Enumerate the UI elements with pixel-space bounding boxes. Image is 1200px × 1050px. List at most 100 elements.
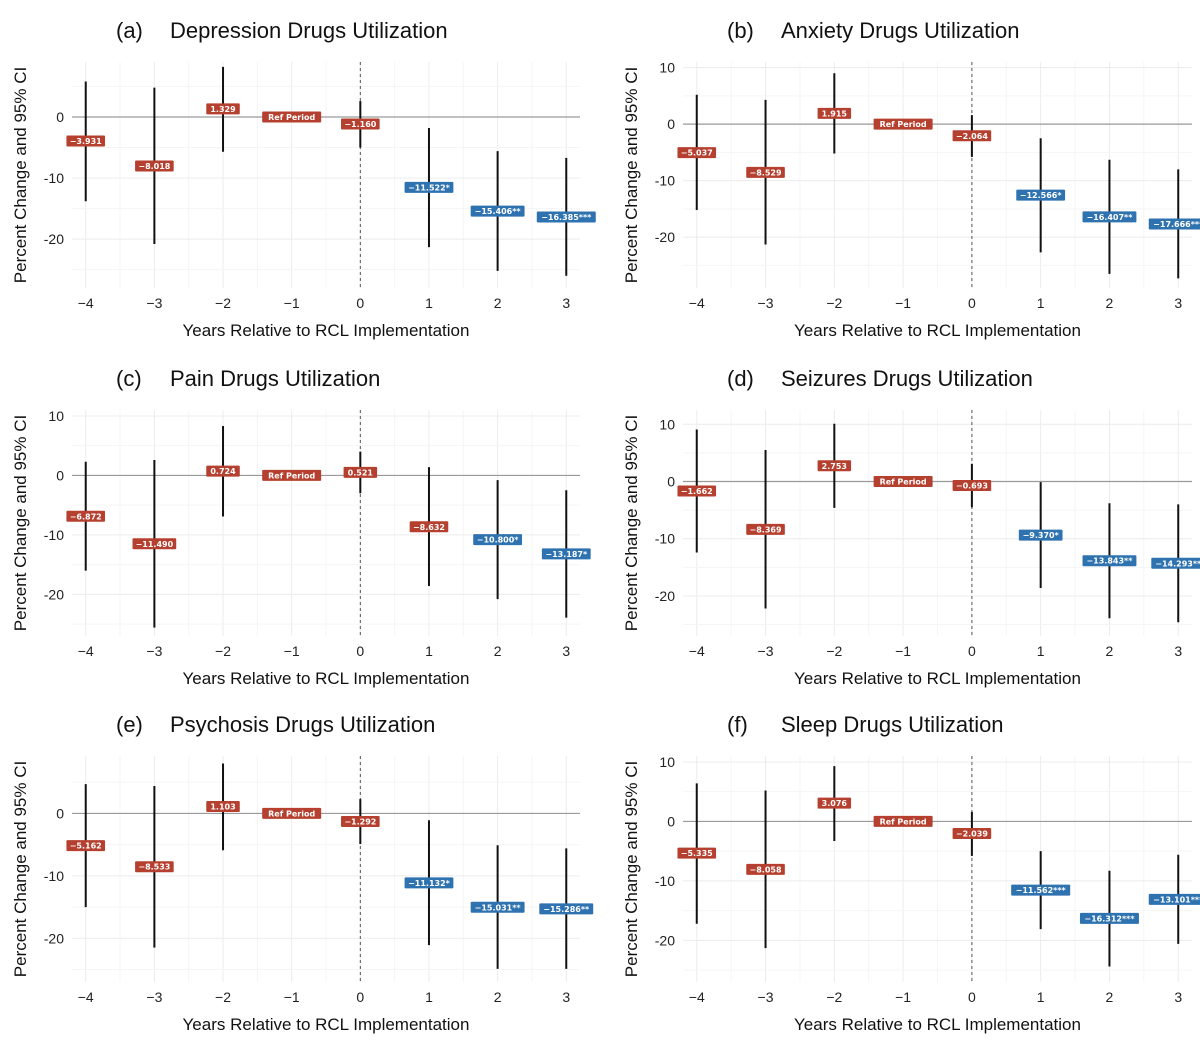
estimate-label-box [1011,884,1071,896]
x-tick-label: 0 [356,643,364,659]
x-tick-label: −4 [689,295,705,311]
estimate-label-box [343,466,378,478]
x-tick-label: 2 [1106,989,1114,1005]
panel-letter: (e) [116,712,143,737]
estimate-label: −16.385*** [541,213,592,222]
panel-letter: (b) [727,18,754,43]
x-tick-label: −1 [284,295,300,311]
estimate-label: −5.162 [70,842,102,851]
estimate-label-box [1082,555,1137,567]
estimate-label: −1.662 [681,487,713,496]
estimate-label-box [262,469,322,481]
x-tick-label: −1 [895,295,911,311]
y-tick-label: -10 [655,173,675,189]
estimate-label: −11.490 [136,540,174,549]
estimate-label-box [341,118,380,130]
y-tick-label: -20 [44,930,64,946]
estimate-label: Ref Period [268,471,315,480]
estimate-label-box [66,510,106,522]
estimate-label-box [262,807,322,819]
x-tick-label: 3 [562,989,570,1005]
x-tick-label: −4 [689,643,705,659]
y-tick-label: -20 [655,229,675,245]
estimate-label-box [206,801,240,813]
x-axis-label: Years Relative to RCL Implementation [183,1015,470,1034]
x-tick-label: 0 [968,989,976,1005]
estimate-label-box [1018,529,1063,541]
y-tick-label: 0 [667,813,675,829]
x-tick-label: −2 [826,295,842,311]
x-tick-label: −1 [284,643,300,659]
chart-panel-a: 0 -10 -20 −4 −3 −2 −1 0 1 2 3 Years Relative to RCL… [11,18,596,340]
estimate-label-box [817,460,852,472]
estimate-label: −2.039 [956,830,988,839]
estimate-label: −10.800* [477,536,520,545]
y-tick-label: 10 [659,754,675,770]
x-tick-label: −2 [215,295,231,311]
estimate-label: −5.037 [681,149,713,158]
x-tick-label: 3 [1174,643,1182,659]
estimate-label-box [746,166,785,178]
estimate-label-box [1148,218,1200,230]
estimate-label: −16.407** [1086,213,1133,222]
y-axis-label: Percent Change and 95% CI [11,761,30,977]
estimate-label: −13.843** [1086,557,1133,566]
estimate-label: 3.076 [822,799,848,808]
y-tick-label: 0 [56,467,64,483]
y-axis-label: Percent Change and 95% CI [622,761,641,977]
estimate-label: −8.632 [413,523,445,532]
y-tick-label: 0 [667,116,675,132]
panel-letter: (d) [727,366,754,391]
estimate-label-box [536,211,596,223]
chart-panel-b: 10 0 -10 -20 −4 −3 −2 −1 0 1 2 3 Years Relative to R… [622,18,1200,340]
x-axis-label: Years Relative to RCL Implementation [183,321,470,340]
estimate-label-box [541,548,591,560]
y-tick-label: -20 [655,588,675,604]
estimate-label-box [873,118,933,130]
estimate-label: −5.335 [681,849,713,858]
y-tick-label: 0 [56,109,64,125]
estimate-label-box [404,181,454,193]
estimate-label: −14.293** [1155,559,1200,568]
estimate-label: −8.529 [750,168,782,177]
estimate-label: 2.753 [822,462,847,471]
y-tick-label: 10 [48,408,64,424]
estimate-label-box [952,828,992,840]
x-tick-label: −3 [758,989,774,1005]
estimate-label-box [1079,912,1139,924]
x-tick-label: −3 [758,643,774,659]
panel-letter: (a) [116,18,143,43]
y-tick-label: -20 [655,932,675,948]
y-tick-label: -10 [655,873,675,889]
panel-letter: (f) [727,712,748,737]
x-tick-label: −4 [78,643,94,659]
y-tick-label: 0 [56,805,64,821]
x-tick-label: 3 [1174,989,1182,1005]
x-tick-label: −2 [215,643,231,659]
estimate-label: −8.018 [138,162,170,171]
estimate-label-box [817,797,852,809]
estimate-label: −1.292 [344,818,376,827]
estimate-label: −0.693 [956,481,988,490]
x-tick-label: 3 [562,643,570,659]
estimate-label-box [1082,211,1137,223]
x-tick-label: −4 [78,295,94,311]
estimate-label: −15.406** [475,207,522,216]
estimate-label: 1.103 [210,803,235,812]
estimate-label: 0.521 [348,468,374,477]
estimate-label-box [135,160,174,172]
chart-panel-f: 10 0 -10 -20 −4 −3 −2 −1 0 1 2 3 Years Relative to R… [622,712,1200,1034]
x-tick-label: 2 [1106,295,1114,311]
x-tick-label: 1 [425,295,433,311]
estimate-label: −11.522* [408,183,451,192]
x-tick-label: 1 [1037,643,1045,659]
estimate-label: −17.666*** [1153,220,1200,229]
x-tick-label: 2 [494,295,502,311]
x-axis-label: Years Relative to RCL Implementation [794,669,1081,688]
estimate-label: Ref Period [880,478,927,487]
estimate-label: −12.566* [1020,191,1063,200]
estimate-label: −16.312*** [1084,914,1135,923]
x-tick-label: 1 [1037,295,1045,311]
estimate-label-box [135,861,174,873]
